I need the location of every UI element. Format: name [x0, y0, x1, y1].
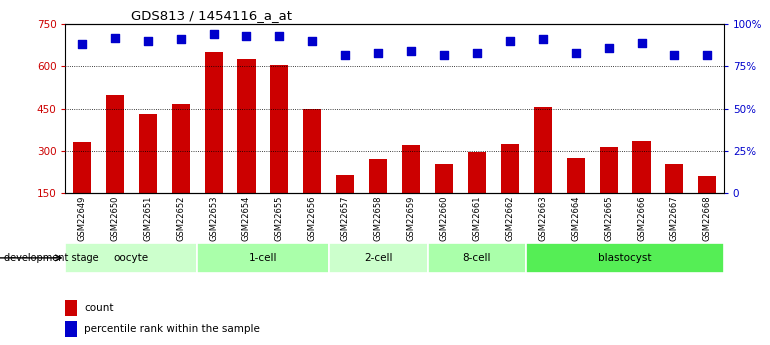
Text: GSM22652: GSM22652 — [176, 196, 185, 241]
Point — [372, 50, 384, 56]
Point — [602, 45, 614, 51]
Bar — [105, 95, 124, 235]
Text: GSM22658: GSM22658 — [373, 196, 383, 241]
Text: percentile rank within the sample: percentile rank within the sample — [84, 324, 259, 334]
Text: GSM22651: GSM22651 — [143, 196, 152, 241]
Text: count: count — [84, 303, 113, 313]
Point — [273, 33, 286, 39]
Text: GSM22662: GSM22662 — [505, 196, 514, 241]
Text: GSM22665: GSM22665 — [604, 196, 613, 241]
Bar — [197, 243, 329, 273]
Text: GSM22667: GSM22667 — [670, 196, 679, 241]
Bar — [65, 300, 77, 316]
Text: GSM22666: GSM22666 — [637, 196, 646, 241]
Point — [570, 50, 582, 56]
Point — [701, 52, 714, 57]
Text: GSM22668: GSM22668 — [703, 196, 711, 241]
Bar — [270, 65, 289, 235]
Text: GSM22659: GSM22659 — [407, 196, 416, 241]
Text: development stage: development stage — [4, 253, 99, 263]
Point — [207, 31, 219, 37]
Text: GSM22653: GSM22653 — [209, 196, 218, 241]
Text: GSM22660: GSM22660 — [440, 196, 448, 241]
Bar — [139, 114, 157, 235]
Point — [306, 38, 319, 44]
Bar — [329, 243, 427, 273]
Point — [75, 42, 88, 47]
Point — [142, 38, 154, 44]
Bar — [567, 158, 584, 235]
Point — [175, 37, 187, 42]
Text: GSM22664: GSM22664 — [571, 196, 580, 241]
Text: 8-cell: 8-cell — [463, 253, 491, 263]
Bar — [527, 243, 724, 273]
Text: GSM22661: GSM22661 — [473, 196, 481, 241]
Bar — [73, 142, 91, 235]
Point — [635, 40, 648, 46]
Bar — [205, 52, 223, 235]
Bar — [435, 164, 453, 235]
Bar — [237, 59, 256, 235]
Text: 1-cell: 1-cell — [249, 253, 277, 263]
Text: GSM22649: GSM22649 — [78, 196, 86, 241]
Bar — [600, 147, 618, 235]
Bar — [402, 145, 420, 235]
Point — [405, 48, 417, 54]
Text: 2-cell: 2-cell — [364, 253, 393, 263]
Text: GSM22650: GSM22650 — [110, 196, 119, 241]
Text: GDS813 / 1454116_a_at: GDS813 / 1454116_a_at — [131, 9, 292, 22]
Bar — [65, 243, 197, 273]
Text: blastocyst: blastocyst — [598, 253, 651, 263]
Point — [537, 37, 549, 42]
Bar — [500, 144, 519, 235]
Point — [438, 52, 450, 57]
Bar — [427, 243, 527, 273]
Point — [240, 33, 253, 39]
Bar — [65, 322, 77, 337]
Bar — [632, 141, 651, 235]
Point — [504, 38, 516, 44]
Bar — [665, 164, 684, 235]
Point — [339, 52, 351, 57]
Bar — [369, 159, 387, 235]
Bar — [468, 151, 486, 235]
Point — [109, 35, 121, 40]
Bar — [698, 176, 716, 235]
Text: GSM22663: GSM22663 — [538, 196, 547, 241]
Text: GSM22656: GSM22656 — [308, 196, 316, 241]
Point — [470, 50, 483, 56]
Point — [668, 52, 681, 57]
Text: oocyte: oocyte — [114, 253, 149, 263]
Bar — [172, 105, 189, 235]
Bar — [336, 175, 354, 235]
Text: GSM22655: GSM22655 — [275, 196, 284, 241]
Bar — [303, 109, 321, 235]
Text: GSM22657: GSM22657 — [341, 196, 350, 241]
Text: GSM22654: GSM22654 — [242, 196, 251, 241]
Bar — [534, 107, 552, 235]
